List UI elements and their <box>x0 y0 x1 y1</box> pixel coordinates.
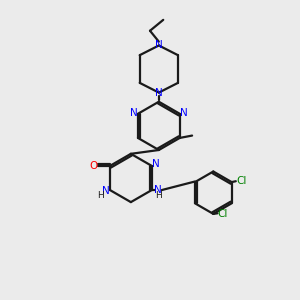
Text: N: N <box>102 186 110 196</box>
Text: N: N <box>180 108 188 118</box>
Text: H: H <box>97 191 104 200</box>
Text: H: H <box>155 191 162 200</box>
Text: N: N <box>155 88 163 98</box>
Text: N: N <box>130 108 138 118</box>
Text: N: N <box>155 40 163 50</box>
Text: N: N <box>152 159 160 170</box>
Text: Cl: Cl <box>236 176 246 186</box>
Text: O: O <box>89 161 97 171</box>
Text: Cl: Cl <box>218 209 228 219</box>
Text: N: N <box>154 185 162 195</box>
